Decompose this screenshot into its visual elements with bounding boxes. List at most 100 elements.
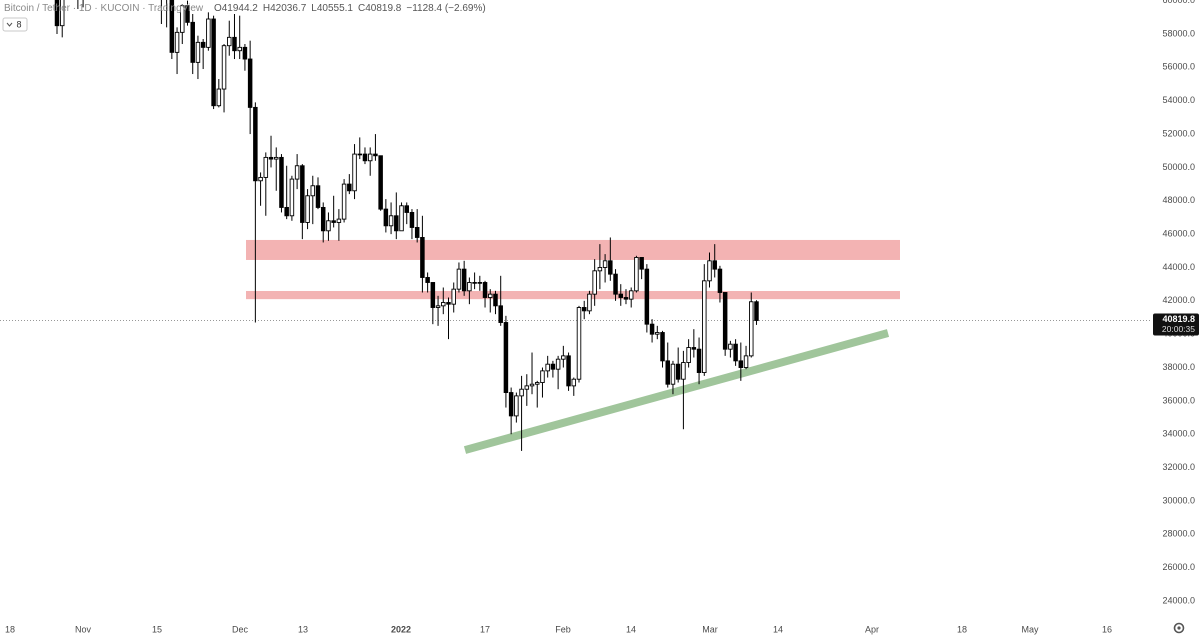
candle-body — [696, 348, 702, 373]
candle-body — [722, 292, 728, 350]
candle-body — [613, 273, 618, 295]
y-tick-label: 46000.0 — [1162, 229, 1195, 239]
x-tick-label: 16 — [1102, 624, 1112, 634]
candle-body — [508, 392, 514, 417]
candle-body — [514, 395, 519, 417]
y-tick-label: 54000.0 — [1162, 95, 1195, 105]
candle-body — [728, 343, 733, 350]
candle-body — [300, 165, 305, 223]
x-tick-label: 14 — [773, 624, 783, 634]
y-tick-label: 34000.0 — [1162, 429, 1195, 439]
candle-body — [754, 301, 759, 321]
candle-body — [576, 307, 582, 380]
y-tick-label: 30000.0 — [1162, 495, 1195, 505]
candle-body — [608, 260, 613, 275]
candle-body — [665, 360, 670, 385]
candle-body — [566, 355, 571, 387]
candle-body — [435, 305, 441, 308]
candle-body — [738, 360, 744, 368]
candle-body — [399, 205, 404, 232]
candle-body — [634, 257, 639, 292]
candle-body — [232, 36, 237, 52]
candle-body — [430, 282, 436, 308]
x-tick-label: 13 — [298, 624, 308, 634]
candle-body — [347, 183, 352, 192]
candle-body — [352, 153, 357, 192]
candle-body — [733, 343, 738, 362]
candle-body — [545, 363, 550, 372]
x-tick-label: 17 — [480, 624, 490, 634]
x-tick-label: Nov — [75, 624, 92, 634]
candle-body — [456, 268, 462, 290]
x-tick-label: 18 — [957, 624, 967, 634]
candle-body — [681, 362, 686, 380]
candle-body — [529, 383, 535, 387]
x-tick-label: 18 — [5, 624, 15, 634]
x-tick-label: Dec — [232, 624, 249, 634]
candle-body — [273, 156, 279, 160]
candle-body — [200, 41, 206, 48]
candle-body — [263, 156, 269, 178]
x-tick-label: Feb — [555, 624, 571, 634]
x-tick-label: May — [1021, 624, 1039, 634]
ohlc-value: 40819.8 — [365, 3, 402, 14]
candle-body — [362, 153, 368, 162]
candle-body — [534, 382, 540, 385]
x-tick-label: 14 — [626, 624, 636, 634]
candle-body — [388, 215, 394, 227]
candle-body — [326, 220, 331, 232]
candle-body — [691, 347, 697, 350]
y-tick-label: 48000.0 — [1162, 195, 1195, 205]
y-tick-label: 56000.0 — [1162, 62, 1195, 72]
candle-body — [503, 322, 509, 393]
x-tick-label: Mar — [702, 624, 718, 634]
candle-body — [394, 215, 399, 232]
indicator-toggle[interactable]: 8 — [2, 17, 28, 32]
indicator-box[interactable] — [2, 17, 28, 32]
candle-body — [221, 45, 227, 90]
candle-body — [519, 388, 524, 397]
candle-body — [749, 301, 754, 357]
candle-body — [54, 0, 60, 27]
candle-body — [174, 31, 180, 53]
change: −1128.4 (−2.69%) — [406, 3, 485, 14]
candle-body — [409, 211, 415, 228]
candle-body — [451, 288, 456, 305]
support-trendline — [463, 329, 890, 454]
candle-body — [331, 220, 336, 223]
plot-area — [0, 0, 1150, 454]
candle-body — [488, 293, 493, 298]
candle-body — [446, 302, 451, 305]
candle-body — [675, 363, 681, 380]
candle-body — [268, 156, 274, 160]
candle-body — [628, 290, 634, 300]
candle-body — [284, 206, 289, 217]
y-tick-label: 60000.0 — [1162, 0, 1195, 5]
candle-body — [185, 5, 190, 23]
candle-body — [305, 195, 310, 223]
x-tick-label: Apr — [865, 624, 879, 634]
candle-body — [420, 237, 425, 278]
candle-body — [743, 355, 749, 368]
candle-body — [524, 385, 530, 390]
candle-body — [279, 156, 284, 208]
candle-body — [320, 206, 326, 232]
candle-body — [571, 378, 577, 387]
y-tick-label: 52000.0 — [1162, 128, 1195, 138]
settings-icon[interactable] — [1173, 622, 1185, 634]
candle-body — [169, 0, 175, 53]
candle-body — [59, 0, 65, 27]
candle-body — [242, 46, 248, 60]
candle-body — [367, 153, 373, 162]
candle-body — [190, 21, 195, 63]
y-tick-label: 24000.0 — [1162, 595, 1195, 605]
y-tick-label: 50000.0 — [1162, 162, 1195, 172]
candle-body — [623, 297, 629, 300]
gear[interactable] — [1173, 622, 1185, 634]
candle-body — [660, 332, 665, 362]
candle-body — [441, 302, 446, 307]
candle-body — [195, 41, 201, 63]
candle-body — [211, 18, 216, 107]
candle-body — [581, 307, 587, 312]
